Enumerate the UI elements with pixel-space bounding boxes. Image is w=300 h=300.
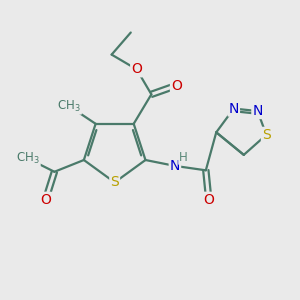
Text: O: O <box>203 193 214 207</box>
Text: CH$_3$: CH$_3$ <box>57 99 81 114</box>
Text: CH$_3$: CH$_3$ <box>16 151 40 166</box>
Text: O: O <box>40 193 51 207</box>
Text: N: N <box>170 159 180 173</box>
Text: N: N <box>229 102 239 116</box>
Text: S: S <box>262 128 271 142</box>
Text: N: N <box>252 104 263 118</box>
Text: O: O <box>131 62 142 76</box>
Text: O: O <box>171 79 182 92</box>
Text: S: S <box>110 176 119 189</box>
Text: H: H <box>179 151 188 164</box>
